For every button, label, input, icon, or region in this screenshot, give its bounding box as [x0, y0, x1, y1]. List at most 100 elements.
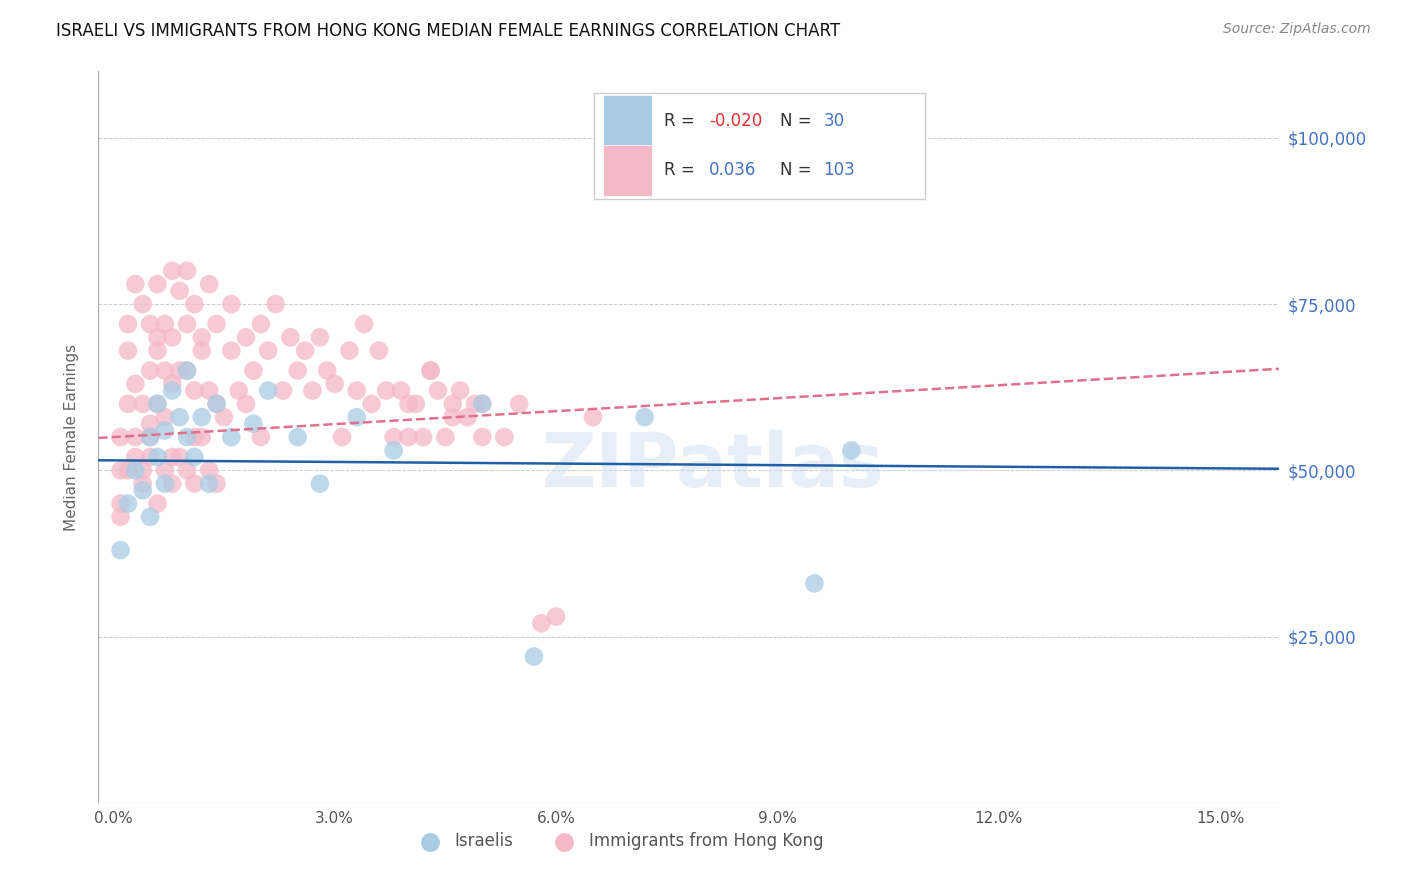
Point — [434, 430, 457, 444]
Point — [449, 384, 471, 398]
Point — [235, 330, 257, 344]
Point — [176, 317, 198, 331]
Point — [146, 330, 169, 344]
Point — [389, 384, 412, 398]
Point — [169, 284, 191, 298]
Point — [242, 363, 264, 377]
Point — [330, 430, 353, 444]
Point — [162, 384, 183, 398]
Point — [162, 450, 183, 464]
Point — [176, 430, 198, 444]
Point — [205, 397, 228, 411]
Point — [162, 330, 183, 344]
Point — [162, 264, 183, 278]
Point — [280, 330, 302, 344]
Point — [146, 397, 169, 411]
Point — [419, 363, 441, 377]
Text: N =: N = — [780, 112, 817, 130]
Point — [146, 497, 169, 511]
Point — [162, 376, 183, 391]
Point — [250, 430, 273, 444]
Point — [146, 450, 169, 464]
FancyBboxPatch shape — [603, 145, 652, 195]
Point — [183, 297, 205, 311]
Point — [153, 463, 176, 477]
Point — [110, 430, 132, 444]
Point — [205, 476, 228, 491]
Point — [139, 509, 162, 524]
Point — [212, 410, 235, 425]
Point — [191, 430, 214, 444]
Point — [339, 343, 361, 358]
Point — [124, 277, 146, 292]
Point — [176, 463, 198, 477]
Text: R =: R = — [664, 161, 706, 179]
Point — [546, 609, 568, 624]
Point — [221, 343, 243, 358]
Point — [139, 417, 162, 431]
Point — [205, 397, 228, 411]
Text: R =: R = — [664, 112, 700, 130]
Point — [183, 476, 205, 491]
Point — [301, 384, 323, 398]
Point — [530, 616, 553, 631]
Point — [124, 450, 146, 464]
Point — [346, 410, 368, 425]
Point — [287, 363, 309, 377]
Point — [841, 443, 863, 458]
Point — [441, 410, 464, 425]
Point — [287, 430, 309, 444]
Point — [264, 297, 287, 311]
Point — [124, 463, 146, 477]
Point — [309, 330, 332, 344]
Point — [375, 384, 398, 398]
Point — [153, 317, 176, 331]
Point — [124, 376, 146, 391]
Point — [124, 430, 146, 444]
Point — [110, 463, 132, 477]
Text: N =: N = — [780, 161, 817, 179]
Legend: Israelis, Immigrants from Hong Kong: Israelis, Immigrants from Hong Kong — [406, 825, 830, 856]
Point — [169, 450, 191, 464]
Point — [346, 384, 368, 398]
Point — [271, 384, 294, 398]
Point — [398, 397, 420, 411]
Point — [412, 430, 434, 444]
Point — [419, 363, 441, 377]
Point — [153, 424, 176, 438]
Point — [198, 476, 221, 491]
Point — [368, 343, 391, 358]
Point — [132, 397, 155, 411]
Point — [139, 450, 162, 464]
Point — [323, 376, 346, 391]
Point — [582, 410, 605, 425]
Text: Source: ZipAtlas.com: Source: ZipAtlas.com — [1223, 22, 1371, 37]
Point — [464, 397, 486, 411]
Text: 103: 103 — [824, 161, 855, 179]
Point — [803, 576, 825, 591]
FancyBboxPatch shape — [603, 95, 652, 146]
Point — [471, 430, 494, 444]
Point — [471, 397, 494, 411]
Point — [153, 476, 176, 491]
Point — [257, 343, 280, 358]
Point — [169, 410, 191, 425]
Point — [146, 397, 169, 411]
Text: 0.036: 0.036 — [709, 161, 756, 179]
Point — [198, 384, 221, 398]
Point — [162, 476, 183, 491]
Point — [176, 363, 198, 377]
Point — [250, 317, 273, 331]
Point — [221, 297, 243, 311]
Point — [316, 363, 339, 377]
Point — [398, 430, 420, 444]
Point — [382, 443, 405, 458]
Text: ISRAELI VS IMMIGRANTS FROM HONG KONG MEDIAN FEMALE EARNINGS CORRELATION CHART: ISRAELI VS IMMIGRANTS FROM HONG KONG MED… — [56, 22, 841, 40]
Point — [382, 430, 405, 444]
Point — [153, 410, 176, 425]
Point — [198, 277, 221, 292]
Point — [132, 297, 155, 311]
Point — [139, 317, 162, 331]
Point — [146, 343, 169, 358]
Point — [242, 417, 264, 431]
